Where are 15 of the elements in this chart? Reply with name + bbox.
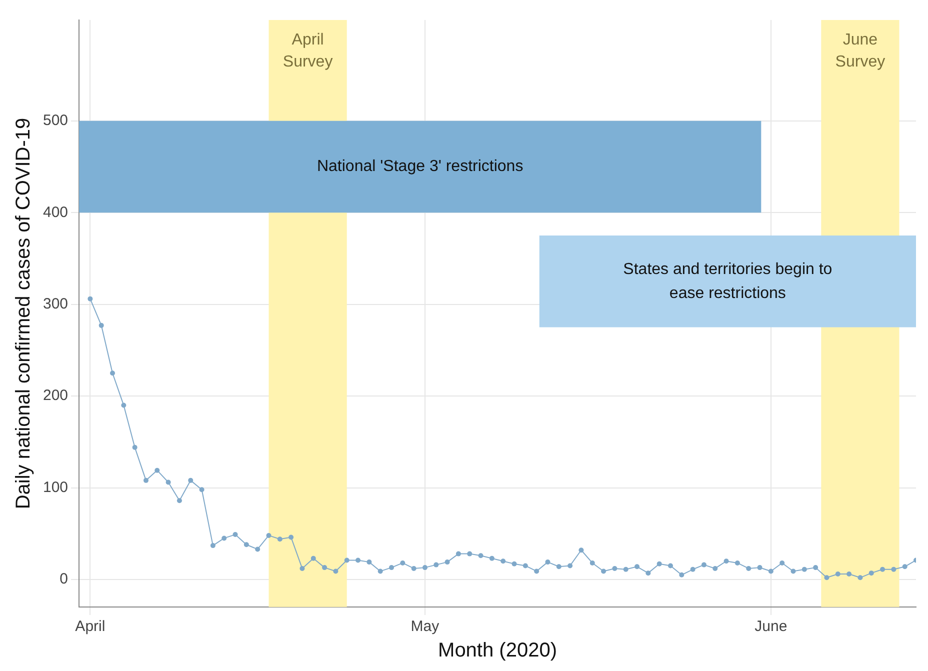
band-label: National 'Stage 3' restrictions <box>316 158 524 176</box>
y-tick-label: 100 <box>42 478 68 496</box>
x-tick-label: May <box>410 618 440 636</box>
x-axis-title: Month (2020) <box>438 640 557 662</box>
y-tick-label: 500 <box>42 112 68 130</box>
x-tick-label: June <box>754 618 788 636</box>
band-label: States and territories begin to ease restrictions <box>623 260 832 302</box>
y-tick-label: 400 <box>42 204 68 221</box>
band-label: April Survey <box>282 31 333 70</box>
y-tick-label: 300 <box>42 295 68 312</box>
x-tick-label: April <box>75 618 106 636</box>
y-tick-label: 200 <box>42 387 68 404</box>
y-tick-label: 0 <box>60 570 68 588</box>
y-axis-title: Daily national confirmed cases of COVID-19 <box>12 118 35 510</box>
band-label: June Survey <box>835 31 886 70</box>
